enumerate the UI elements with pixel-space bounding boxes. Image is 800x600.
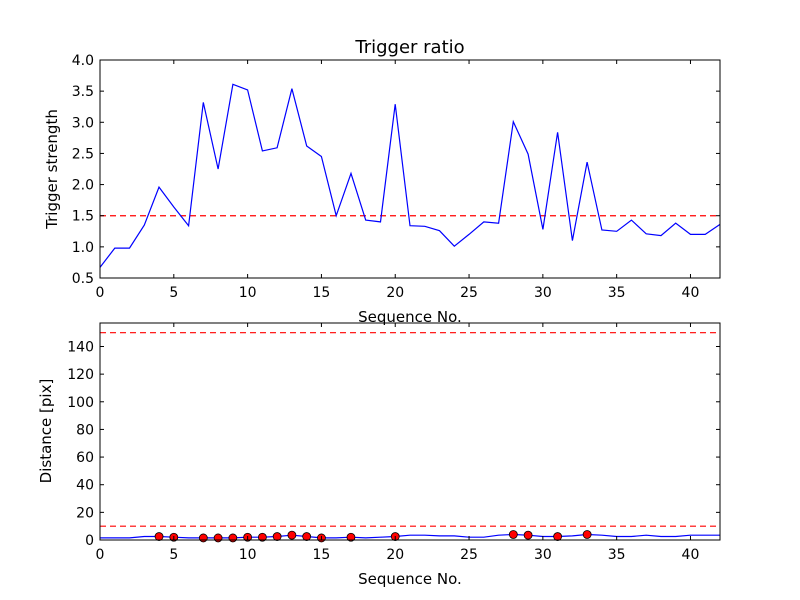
data-point — [523, 530, 533, 540]
x-tick-label: 20 — [386, 285, 404, 301]
x-tick-label: 15 — [313, 285, 331, 301]
x-tick-label: 30 — [534, 547, 552, 563]
trigger-ratio-title: Trigger ratio — [354, 37, 464, 58]
x-tick-label: 35 — [608, 285, 626, 301]
x-tick-label: 35 — [608, 547, 626, 563]
y-tick-label: 1.5 — [72, 209, 94, 225]
series-line — [99, 83, 721, 268]
y-tick-label: 40 — [76, 478, 94, 494]
y-tick-label: 20 — [76, 505, 94, 521]
data-point — [508, 530, 518, 539]
x-tick-label: 10 — [239, 547, 257, 563]
distance-panel: 0 5 10 15 20 25 30 35 40 0 20 40 60 80 100 120 140 Seque… — [37, 322, 721, 588]
y-tick-label: 0 — [85, 533, 94, 549]
x-tick-label: 40 — [682, 285, 700, 301]
y-tick-label: 3.5 — [72, 84, 94, 100]
y-tick-label: 100 — [67, 395, 94, 411]
data-point — [272, 532, 282, 541]
y-tick-label: 1.0 — [72, 240, 94, 256]
y-tick-label: 2.0 — [72, 178, 94, 194]
distance-y-axis-label: Distance [pix] — [37, 379, 55, 484]
data-lines — [99, 83, 721, 268]
data-point — [553, 532, 563, 541]
data-point — [198, 533, 208, 543]
data-point — [287, 530, 297, 540]
data-point — [154, 532, 164, 541]
data-point — [228, 533, 238, 543]
x-tick-label: 0 — [96, 547, 105, 563]
trigger-ratio-panel: Trigger ratio 0 5 10 15 20 25 30 35 40 0.5 1.0 1.5 2… — [43, 37, 721, 326]
x-tick-label: 15 — [313, 547, 331, 563]
distance-plot-frame — [99, 322, 721, 541]
data-point — [346, 532, 356, 542]
y-tick-label: 120 — [67, 367, 94, 383]
y-tick-label: 60 — [76, 450, 94, 466]
x-tick-label: 20 — [386, 547, 404, 563]
distance-x-axis-label: Sequence No. — [358, 570, 462, 588]
trigger-ratio-x-axis-label: Sequence No. — [358, 308, 462, 326]
y-tick-label: 80 — [76, 422, 94, 438]
y-tick-label: 140 — [67, 339, 94, 355]
y-tick-label: 4.0 — [72, 53, 94, 69]
trigger-ratio-y-axis-label: Trigger strength — [43, 109, 61, 230]
data-point — [213, 533, 223, 543]
data-point — [582, 530, 592, 539]
threshold-lines — [100, 332, 720, 527]
y-tick-label: 2.5 — [72, 146, 94, 162]
axis-ticks: 0 5 10 15 20 25 30 35 40 0 20 40 60 80 100 120 140 — [67, 323, 720, 563]
x-tick-label: 5 — [169, 285, 178, 301]
x-tick-label: 5 — [169, 547, 178, 563]
data-point — [302, 532, 312, 541]
trigger-ratio-plot-frame — [99, 59, 721, 279]
x-tick-label: 30 — [534, 285, 552, 301]
y-tick-label: 3.0 — [72, 115, 94, 131]
axis-ticks: 0 5 10 15 20 25 30 35 40 0.5 1.0 1.5 2.0 2.5 3.0 3.5 4.0 — [72, 53, 720, 301]
data-point — [257, 532, 267, 542]
y-tick-label: 0.5 — [72, 271, 94, 287]
x-tick-label: 25 — [460, 285, 478, 301]
x-tick-label: 25 — [460, 547, 478, 563]
x-tick-label: 0 — [96, 285, 105, 301]
x-tick-label: 10 — [239, 285, 257, 301]
x-tick-label: 40 — [682, 547, 700, 563]
